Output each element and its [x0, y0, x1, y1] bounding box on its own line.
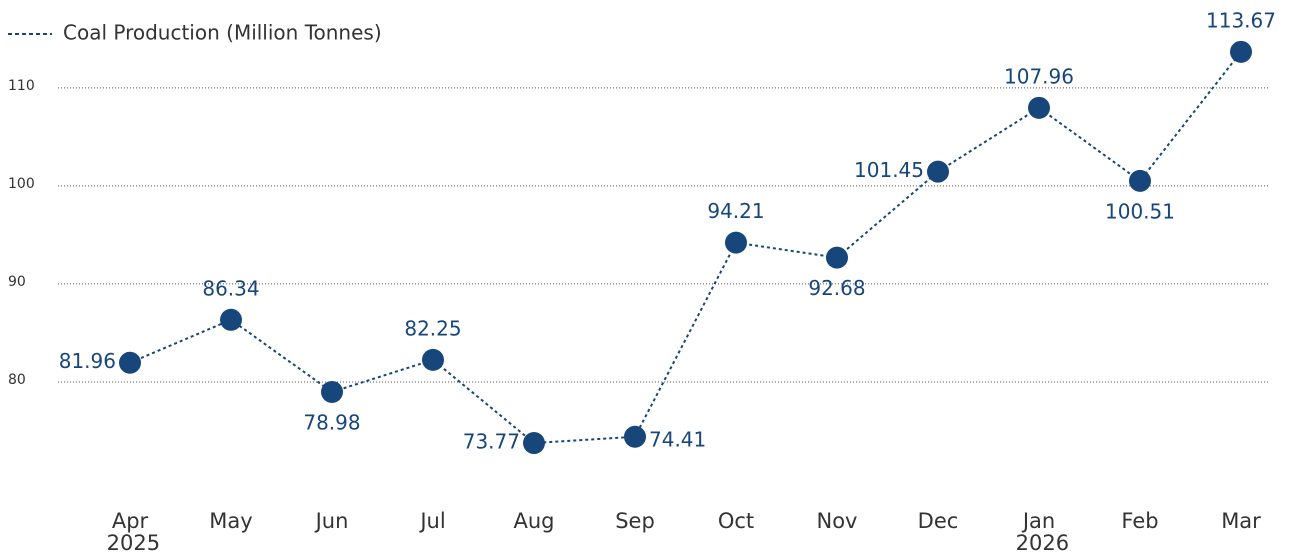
x-tick-label: Jan 2026: [1009, 509, 1069, 555]
data-point: [624, 425, 646, 448]
x-tick-year: 2026: [1009, 531, 1069, 555]
data-point: [1230, 40, 1252, 63]
x-tick-label: Oct: [718, 509, 754, 533]
y-tick-label: 90: [8, 274, 26, 290]
y-tick-label: 110: [8, 78, 35, 94]
series-line: [129, 51, 1242, 445]
y-tick-label: 80: [8, 372, 26, 388]
x-tick-label: May: [209, 509, 252, 533]
data-point: [523, 432, 545, 455]
legend-label: Coal Production (Million Tonnes): [63, 21, 382, 45]
y-tick-label: 100: [8, 176, 35, 192]
x-tick-label: Dec: [918, 509, 959, 533]
data-label: 78.98: [303, 410, 360, 434]
data-point: [321, 380, 343, 403]
data-point: [119, 351, 141, 374]
x-tick-label: Nov: [817, 509, 858, 533]
data-point: [1129, 169, 1151, 192]
x-tick-label: Jun: [314, 509, 349, 533]
data-label: 73.77: [463, 430, 520, 454]
data-point: [220, 308, 242, 331]
x-tick-month: Apr: [112, 509, 149, 533]
data-label: 86.34: [202, 276, 259, 300]
x-tick-month: Jan: [1021, 509, 1055, 533]
x-tick-label: Sep: [615, 509, 655, 533]
data-label: 82.25: [404, 316, 461, 340]
data-point: [422, 348, 444, 371]
data-point: [1028, 96, 1050, 119]
x-tick-label: Mar: [1221, 509, 1261, 533]
data-label: 100.51: [1105, 199, 1175, 223]
data-point: [725, 231, 747, 254]
data-label: 107.96: [1004, 64, 1074, 88]
x-tick-label: Aug: [513, 509, 554, 533]
data-label: 74.41: [649, 427, 706, 451]
data-point: [927, 160, 949, 183]
x-tick-year: 2025: [100, 531, 160, 555]
x-tick-label: Jul: [418, 509, 445, 533]
x-tick-label: Apr 2025: [100, 509, 160, 555]
data-label: 92.68: [808, 276, 865, 300]
data-label: 101.45: [854, 158, 924, 182]
data-label: 113.67: [1206, 8, 1276, 32]
x-tick-label: Feb: [1121, 509, 1158, 533]
data-label: 94.21: [707, 199, 764, 223]
data-point: [826, 246, 848, 269]
data-label: 81.96: [59, 349, 116, 373]
